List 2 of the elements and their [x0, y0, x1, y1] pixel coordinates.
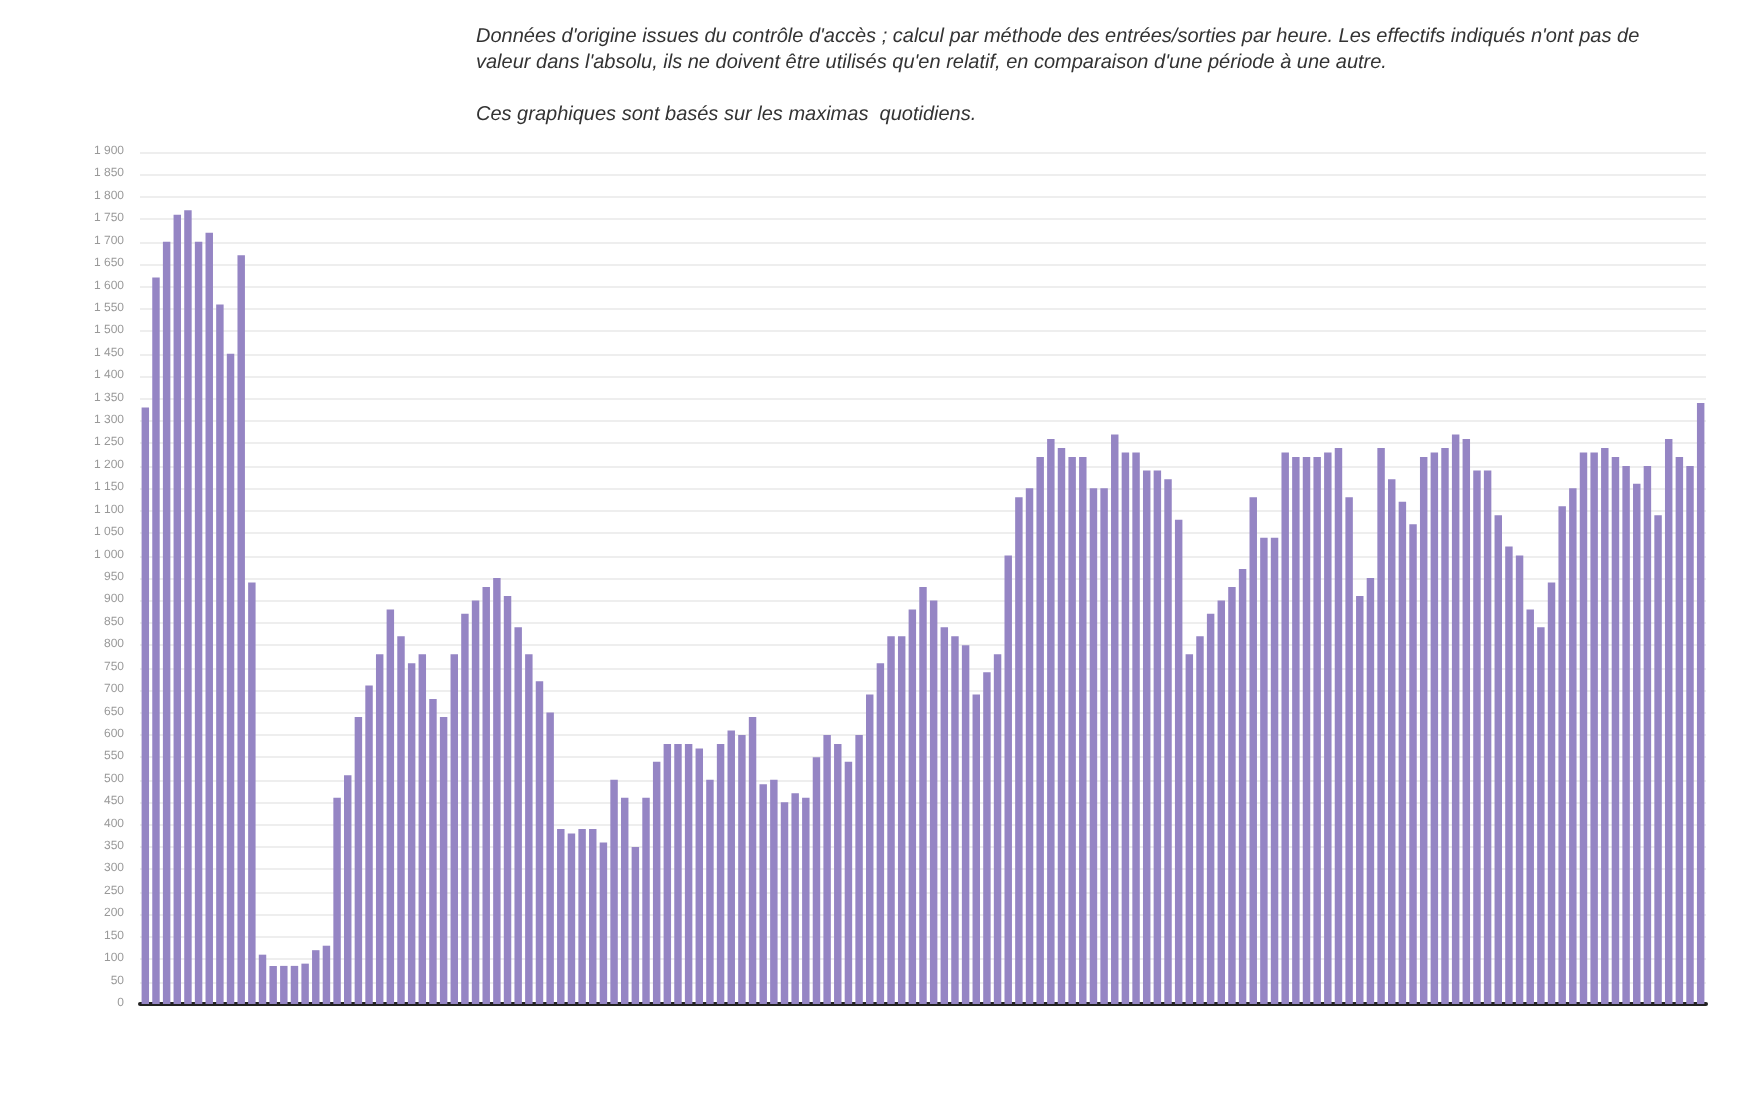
text: Ces graphiques sont basés sur les maximas quotidiens. — [476, 104, 977, 126]
text: Données d'origine issues du contrôle d'accès ; calcul par méthode des entrées/sorties par heure. Les effectifs indiqués n'ont pas de valeur dans l'absolu, ils ne doivent être utilisés qu'en relatif, en comparaison d'une période à une autre. — [476, 26, 1645, 74]
